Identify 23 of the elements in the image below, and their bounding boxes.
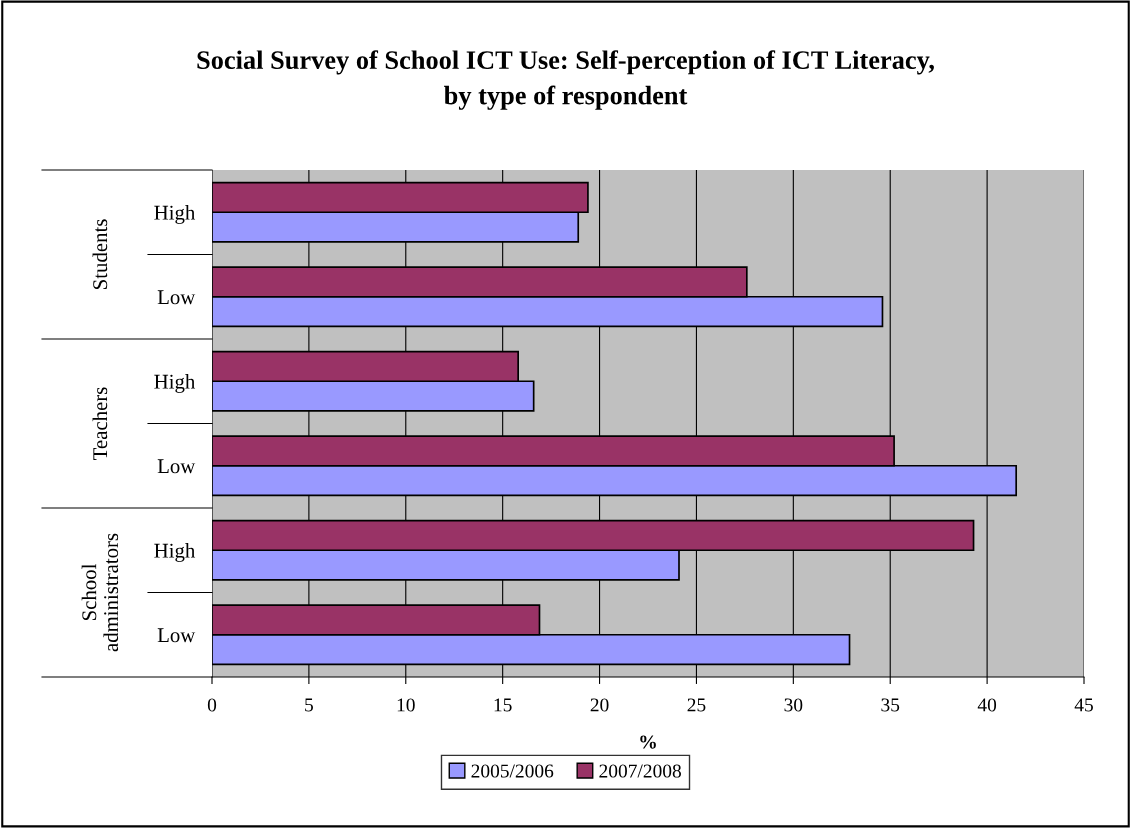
y-tick-label: Low [157, 459, 196, 474]
y-tick-label: High [154, 205, 196, 224]
y-tick-label: High [154, 374, 196, 393]
text: Students [92, 219, 108, 289]
legend-label: 2007/2008 [599, 764, 681, 778]
y-tick-label: High [154, 543, 196, 562]
text: School administrators [81, 533, 119, 652]
x-tick-label: 10 [397, 698, 415, 712]
text: Teachers [92, 387, 108, 460]
x-tick-label: 0 [207, 698, 217, 712]
x-tick-label: 45 [1074, 698, 1093, 712]
x-tick-label: 35 [881, 698, 900, 712]
x-tick-label: 5 [305, 698, 313, 712]
legend-label: 2005/2006 [471, 764, 554, 778]
x-tick-label: 30 [784, 698, 803, 712]
x-tick-label: 15 [494, 698, 512, 712]
y-tick-label: Low [157, 628, 196, 643]
y-tick-label: Low [157, 290, 196, 305]
x-tick-label: 20 [590, 698, 609, 712]
x-axis-title: % [640, 735, 656, 749]
x-tick-label: 25 [687, 698, 706, 712]
chart-title: Social Survey of School ICT Use: Self-perception of ICT Literacy, by type of respondent [197, 50, 934, 110]
x-tick-label: 40 [977, 698, 997, 712]
